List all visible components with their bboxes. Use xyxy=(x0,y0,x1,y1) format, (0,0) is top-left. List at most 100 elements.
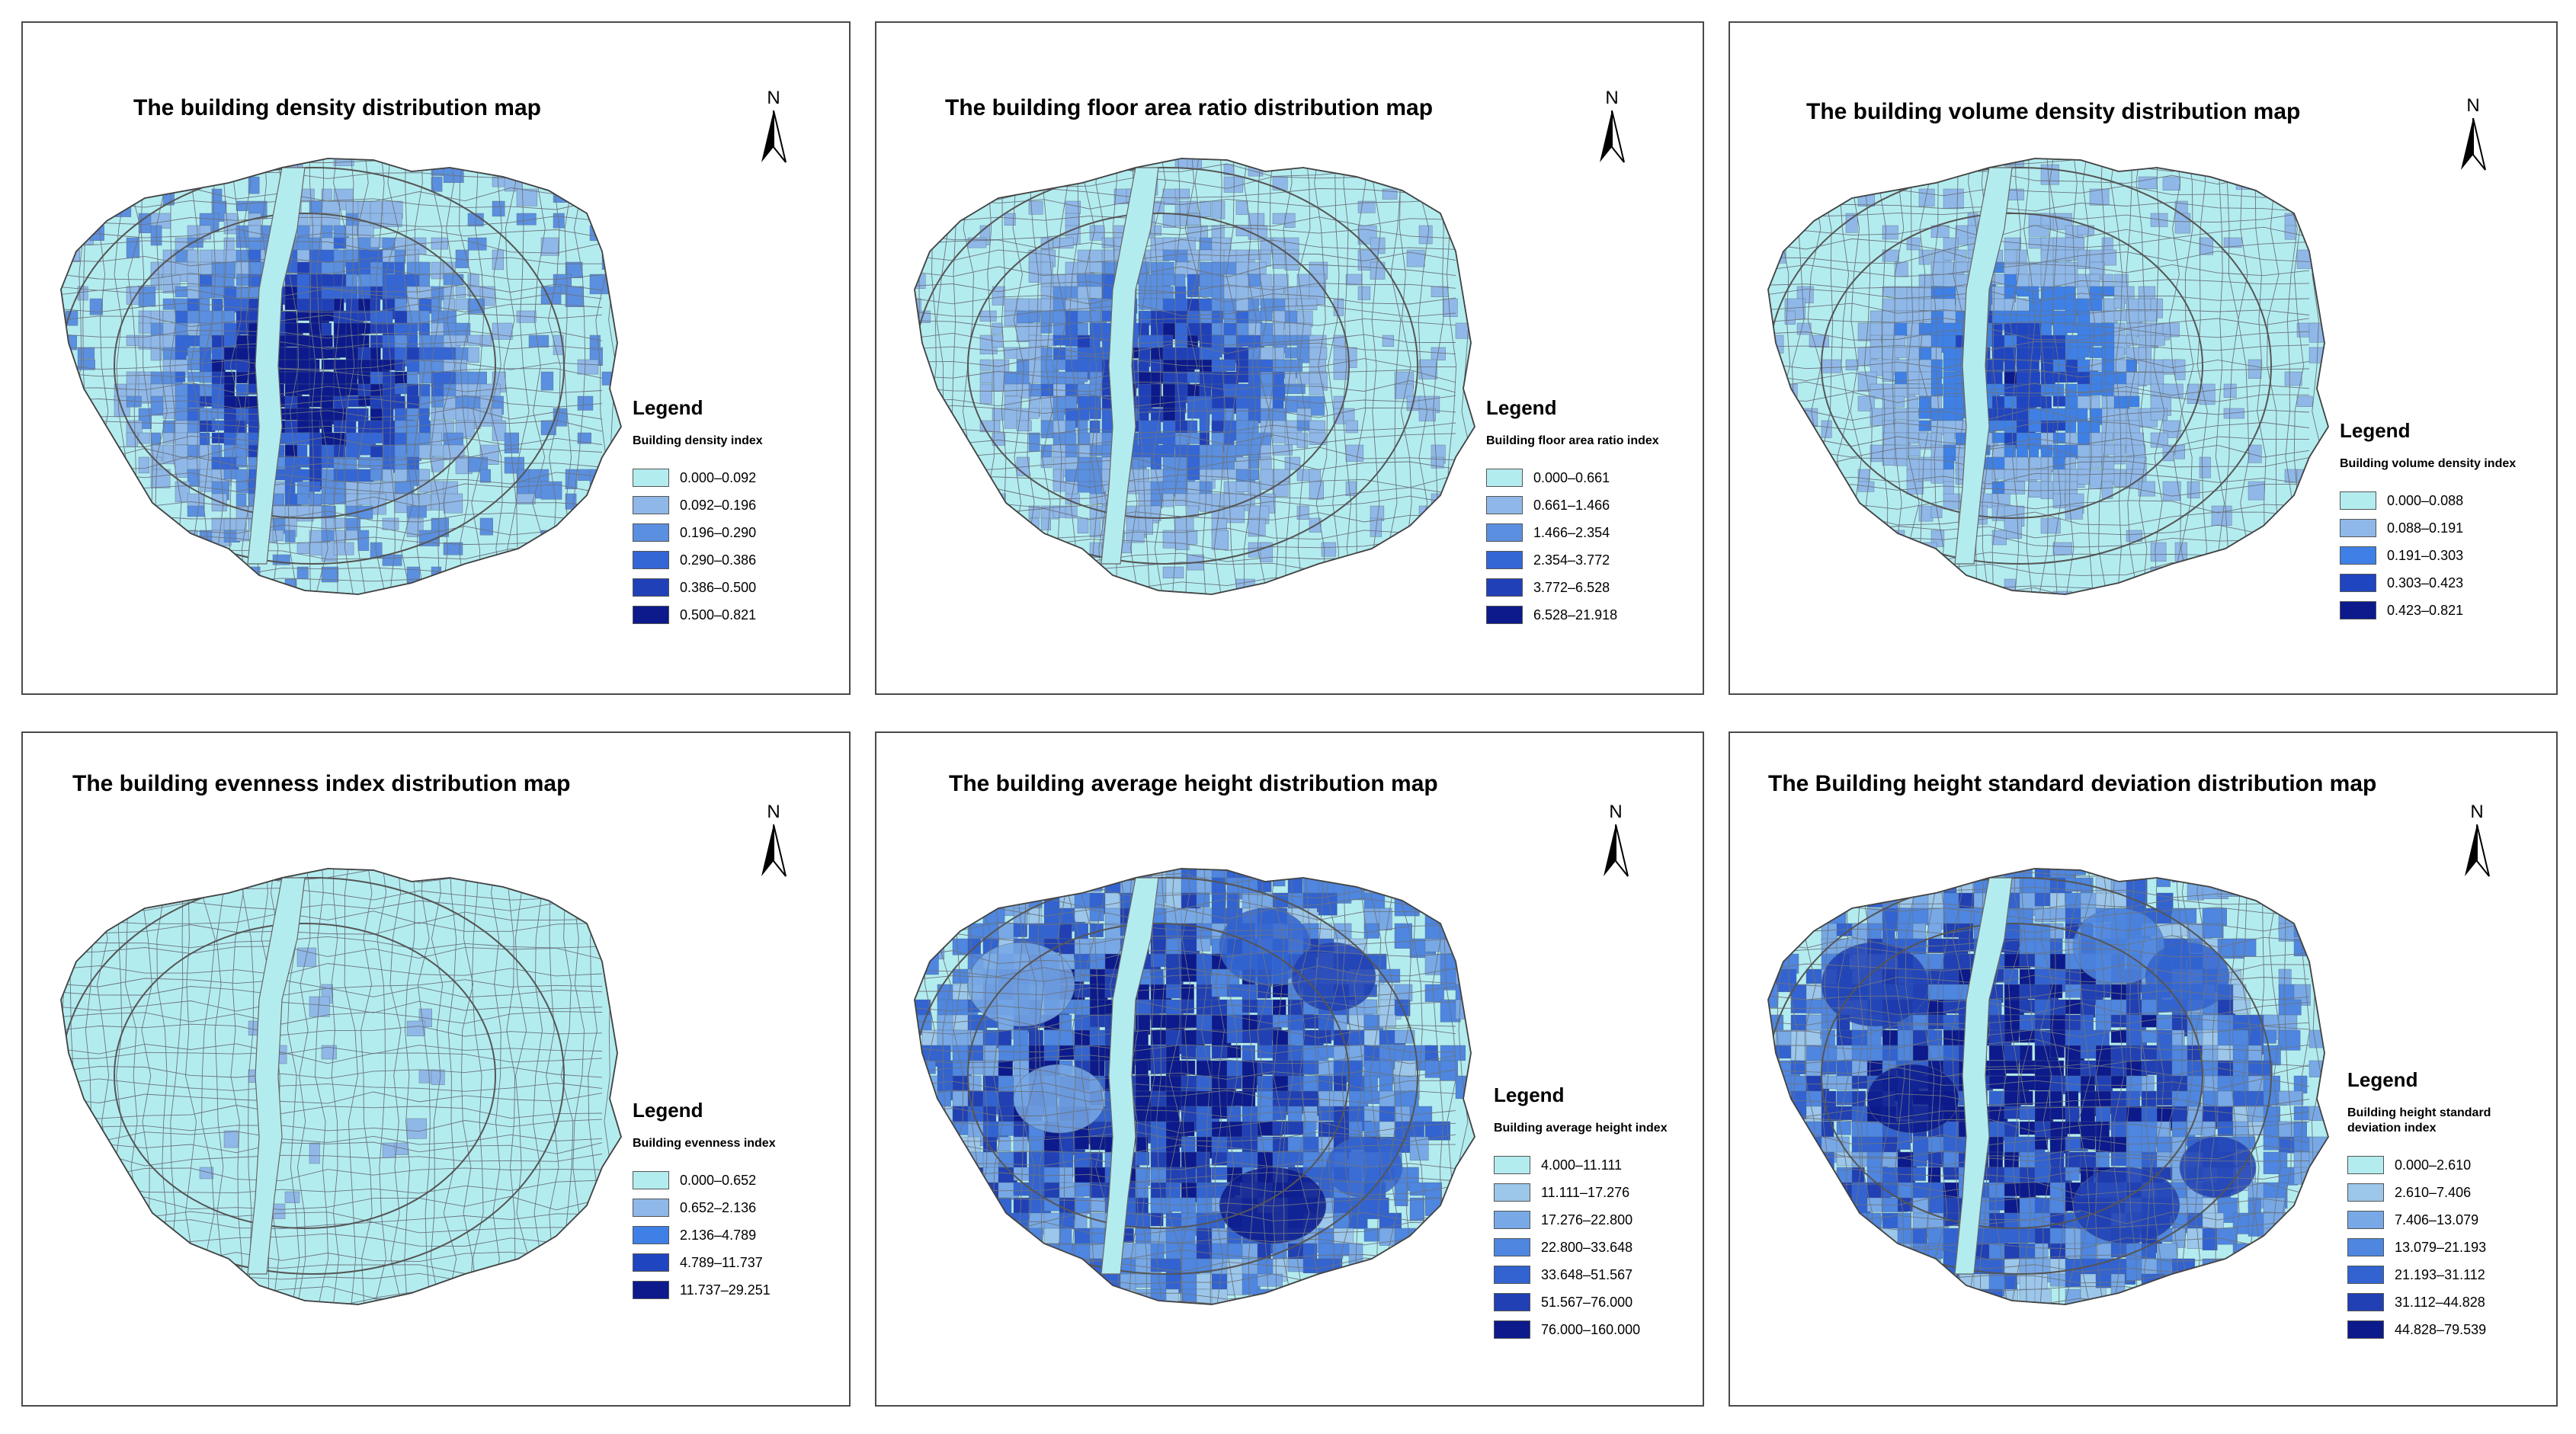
block-cell xyxy=(1866,1243,1889,1269)
block-cell xyxy=(2260,603,2271,610)
block-cell xyxy=(1431,286,1449,297)
block-cell xyxy=(2293,1273,2314,1288)
legend-swatch xyxy=(2347,1211,2384,1229)
block-cell xyxy=(915,1060,920,1076)
block-cell xyxy=(1211,1045,1229,1059)
block-cell xyxy=(2296,395,2313,408)
block-cell xyxy=(1296,505,1309,520)
block-cell xyxy=(1796,322,1812,335)
block-cell xyxy=(937,1151,953,1176)
block-cell xyxy=(980,603,994,610)
block-cell xyxy=(1223,176,1244,193)
block-cell xyxy=(1394,1243,1420,1270)
legend-subtitle: Building floor area ratio index xyxy=(1486,434,1659,447)
block-cell xyxy=(2278,999,2302,1016)
north-arrow-icon: N xyxy=(755,802,793,885)
block-cell xyxy=(1867,1304,1892,1320)
block-cell xyxy=(1028,408,1040,419)
block-cell xyxy=(1897,1136,1911,1150)
block-cell xyxy=(1077,371,1088,383)
city-map xyxy=(914,158,1486,610)
block-cell xyxy=(345,274,357,289)
block-cell xyxy=(1455,1228,1472,1252)
block-cell xyxy=(394,371,408,384)
block-cell xyxy=(1790,1228,1812,1252)
block-cell xyxy=(1345,158,1360,168)
block-cell xyxy=(967,1212,985,1231)
block-cell xyxy=(2065,1121,2081,1135)
block-cell xyxy=(382,554,402,566)
block-cell xyxy=(101,591,117,594)
block-cell xyxy=(211,249,225,264)
block-cell xyxy=(284,1191,300,1203)
block-cell xyxy=(998,1136,1011,1151)
block-cell xyxy=(2113,298,2126,309)
block-cell xyxy=(528,334,549,347)
legend-class-label: 0.303–0.423 xyxy=(2387,575,2464,591)
block-cell xyxy=(406,1020,425,1036)
legend-class-label: 33.648–51.567 xyxy=(1541,1266,1633,1282)
block-cell xyxy=(1480,311,1486,328)
block-cell xyxy=(2324,938,2328,955)
block-cell xyxy=(1004,158,1017,167)
block-cell xyxy=(431,578,449,594)
block-cell xyxy=(382,334,397,350)
north-label: N xyxy=(1609,802,1623,822)
block-cell xyxy=(2156,869,2171,888)
block-cell xyxy=(1302,1288,1323,1304)
block-cell xyxy=(1805,892,1827,917)
block-cell xyxy=(1470,938,1475,959)
block-cell xyxy=(2202,907,2227,927)
block-cell xyxy=(915,1090,925,1106)
block-cell xyxy=(1455,1197,1475,1220)
block-cell xyxy=(1135,1151,1150,1166)
block-cell xyxy=(321,334,333,347)
block-cell xyxy=(578,603,597,610)
block-cell xyxy=(2110,1136,2128,1154)
block-cell xyxy=(1235,200,1248,215)
block-cell xyxy=(1089,286,1103,299)
block-cell xyxy=(2308,1106,2328,1121)
block-cell xyxy=(77,347,95,360)
block-cell xyxy=(150,432,162,445)
block-cell xyxy=(1866,1228,1881,1252)
legend-class-label: 11.111–17.276 xyxy=(1541,1184,1630,1200)
block-cell xyxy=(2202,1288,2221,1304)
block-cell xyxy=(1309,347,1328,360)
block-cell xyxy=(2293,1243,2318,1269)
legend-row: 17.276–22.800 xyxy=(1494,1206,1692,1234)
block-cell xyxy=(1455,1288,1474,1304)
block-cell xyxy=(1768,1136,1778,1157)
block-cell xyxy=(89,420,102,433)
block-cell xyxy=(467,347,479,363)
block-cell xyxy=(1776,1304,1791,1320)
block-cell xyxy=(921,1243,946,1261)
block-cell xyxy=(921,1228,943,1241)
block-cell xyxy=(1394,1273,1410,1298)
block-cell xyxy=(1790,892,1815,909)
block-cell xyxy=(2110,1014,2127,1028)
block-cell xyxy=(2172,1304,2191,1317)
block-cell xyxy=(1882,869,1903,880)
road-network xyxy=(61,158,618,594)
block-cell xyxy=(565,566,585,581)
block-cell xyxy=(1059,1258,1076,1276)
block-cell xyxy=(1273,1304,1290,1320)
block-cell xyxy=(1470,953,1475,978)
block-cell xyxy=(1333,923,1352,941)
block-cell xyxy=(89,517,101,537)
block-cell xyxy=(1040,578,1052,594)
block-cell xyxy=(1805,877,1827,897)
block-cell xyxy=(2232,1258,2252,1282)
legend-row: 0.088–0.191 xyxy=(2340,514,2546,542)
block-cell xyxy=(1471,1304,1486,1320)
block-cell xyxy=(1272,469,1290,483)
block-cell xyxy=(443,542,463,555)
legend-row: 13.079–21.193 xyxy=(2347,1234,2546,1261)
block-cell xyxy=(2126,420,2140,434)
legend-class-label: 0.000–2.610 xyxy=(2395,1157,2472,1173)
block-cell xyxy=(1287,1288,1302,1303)
block-cell xyxy=(2284,371,2302,386)
block-cell xyxy=(1784,310,1796,325)
block-cell xyxy=(2272,578,2292,594)
